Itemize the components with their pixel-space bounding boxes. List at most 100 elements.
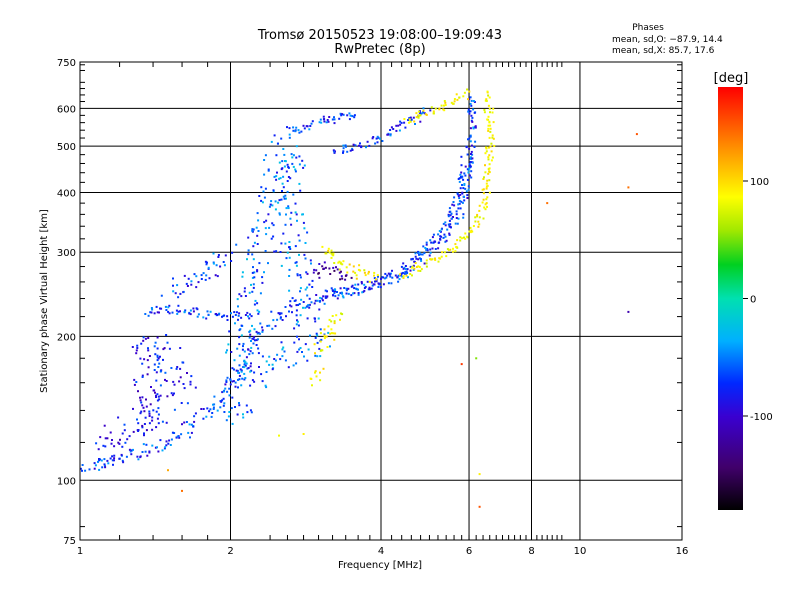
echo-point	[253, 336, 256, 339]
echo-point	[430, 241, 433, 244]
echo-point	[491, 156, 494, 159]
echo-point	[137, 390, 139, 393]
x-axis-label: Frequency [MHz]	[338, 560, 422, 571]
echo-point	[289, 300, 292, 303]
y-tick-label: 100	[57, 476, 76, 487]
echo-point	[99, 436, 102, 439]
echo-point	[314, 370, 317, 373]
echo-point	[305, 125, 308, 128]
echo-point	[308, 306, 311, 309]
echo-point	[353, 116, 356, 119]
echo-point	[281, 348, 284, 351]
echo-point	[375, 280, 378, 283]
echo-point	[288, 241, 291, 243]
echo-point	[432, 233, 435, 236]
echo-point	[261, 380, 264, 383]
echo-point	[327, 331, 330, 334]
echo-point	[322, 367, 325, 370]
echo-point	[193, 420, 196, 423]
echo-point	[394, 274, 397, 277]
echo-point	[330, 252, 333, 255]
echo-point	[238, 329, 241, 332]
echo-point	[333, 262, 336, 264]
echo-point	[217, 254, 220, 256]
colorbar-gradient	[718, 87, 743, 510]
echo-point	[339, 318, 341, 321]
echo-point	[325, 252, 328, 255]
echo-point	[450, 212, 453, 215]
echo-point	[145, 429, 148, 432]
echo-point	[253, 276, 256, 279]
echo-point	[341, 313, 344, 316]
echo-point	[177, 310, 180, 313]
echo-point	[318, 276, 321, 279]
echo-point	[146, 454, 149, 457]
echo-point	[263, 271, 265, 274]
y-tick-label: 300	[57, 248, 76, 259]
echo-point	[306, 294, 309, 297]
echo-point	[332, 266, 335, 269]
echo-point	[344, 144, 347, 147]
echo-point	[244, 361, 247, 364]
echo-point	[249, 384, 252, 387]
echo-point	[147, 366, 150, 369]
echo-point	[469, 226, 472, 229]
echo-point	[244, 364, 247, 367]
echo-point	[449, 210, 452, 213]
echo-point	[299, 274, 302, 277]
echo-point	[453, 204, 456, 207]
echo-point	[270, 200, 273, 203]
echo-point	[183, 311, 186, 314]
echo-point	[226, 315, 229, 318]
echo-point	[169, 444, 172, 446]
echo-point	[98, 468, 101, 471]
echo-point	[346, 271, 349, 274]
echo-point	[240, 295, 243, 298]
echo-point	[448, 207, 451, 210]
echo-point	[456, 192, 459, 195]
echo-point	[131, 346, 134, 348]
echo-point	[469, 134, 472, 137]
echo-point	[327, 120, 330, 123]
echo-point	[121, 445, 124, 448]
echo-point	[156, 336, 159, 339]
echo-point	[156, 347, 159, 350]
echo-point	[485, 147, 488, 150]
echo-point	[454, 243, 457, 246]
echo-point	[147, 347, 149, 350]
echo-point	[447, 223, 450, 226]
echo-point	[252, 342, 255, 345]
echo-point	[298, 182, 301, 185]
echo-point	[292, 364, 295, 367]
echo-point	[186, 372, 188, 374]
echo-point	[285, 197, 287, 200]
echo-point	[153, 363, 156, 366]
echo-point	[213, 403, 216, 406]
echo-point	[174, 292, 177, 295]
echo-point	[246, 411, 249, 414]
echo-point	[478, 223, 481, 226]
echo-point	[155, 426, 158, 429]
echo-point	[256, 309, 259, 312]
echo-point	[232, 380, 235, 383]
echo-point	[304, 242, 307, 244]
echo-point	[306, 359, 309, 362]
echo-point	[405, 274, 408, 277]
echo-point	[136, 429, 139, 432]
echo-point	[314, 299, 317, 302]
echo-point	[486, 179, 489, 182]
echo-point	[455, 210, 458, 213]
echo-point	[283, 197, 286, 200]
echo-point	[387, 282, 390, 285]
echo-point	[143, 432, 145, 435]
echo-point	[212, 403, 214, 406]
echo-point	[297, 234, 300, 237]
echo-point	[261, 329, 264, 332]
echo-point	[271, 327, 274, 330]
echo-point	[364, 274, 367, 277]
echo-point	[176, 284, 179, 287]
echo-point	[330, 320, 333, 323]
echo-point	[214, 274, 217, 277]
echo-point	[257, 219, 260, 222]
echo-point	[202, 408, 205, 410]
